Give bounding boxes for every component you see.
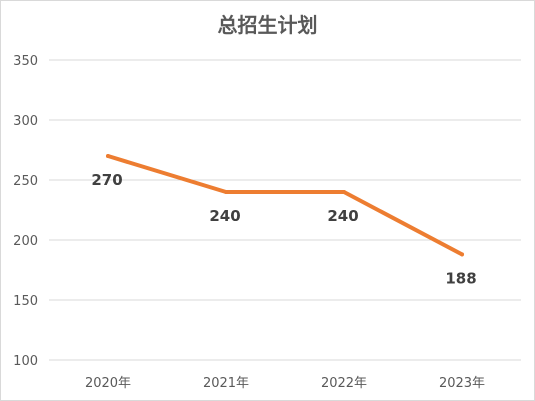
data-point bbox=[224, 190, 228, 194]
x-tick-label: 2020年 bbox=[85, 376, 131, 391]
y-tick-label: 200 bbox=[13, 234, 38, 249]
y-tick-label: 250 bbox=[13, 174, 38, 189]
data-label: 270 bbox=[91, 171, 122, 189]
data-label: 240 bbox=[209, 207, 240, 225]
x-tick-label: 2022年 bbox=[321, 376, 367, 391]
data-label: 240 bbox=[327, 207, 358, 225]
series-line bbox=[106, 154, 464, 257]
chart-title: 总招生计划 bbox=[217, 13, 318, 37]
y-tick-label: 100 bbox=[13, 354, 38, 369]
data-point bbox=[342, 190, 346, 194]
y-tick-label: 350 bbox=[13, 54, 38, 69]
data-label: 188 bbox=[445, 269, 476, 287]
y-tick-label: 300 bbox=[13, 114, 38, 129]
y-tick-label: 150 bbox=[13, 294, 38, 309]
x-tick-label: 2021年 bbox=[203, 376, 249, 391]
data-point bbox=[106, 154, 110, 158]
data-point bbox=[460, 252, 464, 257]
x-tick-label: 2023年 bbox=[439, 376, 485, 391]
